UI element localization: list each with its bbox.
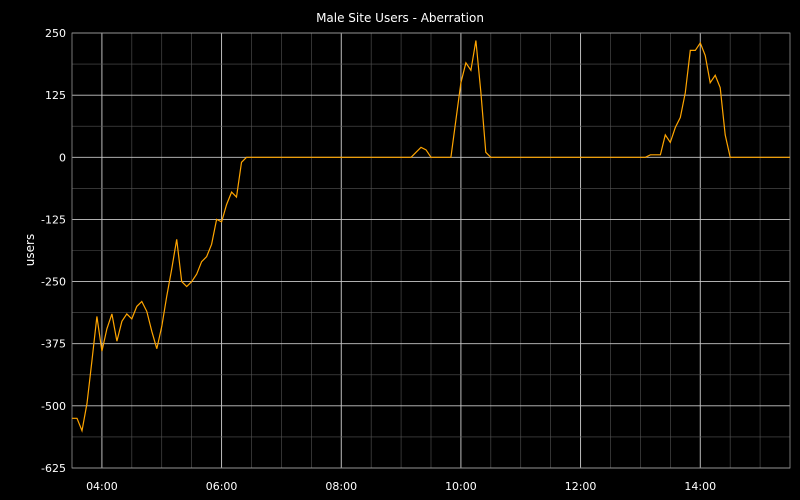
x-tick-label: 06:00 — [206, 480, 238, 493]
y-tick-label: -125 — [41, 213, 66, 226]
x-tick-label: 10:00 — [445, 480, 477, 493]
plot-border — [71, 32, 791, 469]
y-tick-label: -500 — [41, 400, 66, 413]
y-tick-label: -625 — [41, 462, 66, 475]
x-tick-label: 04:00 — [86, 480, 118, 493]
y-tick-label: 250 — [45, 27, 66, 40]
y-axis-label: users — [23, 234, 37, 266]
y-axis-ticks: 250 125 0 -125 -250 -375 -500 -625 — [41, 27, 66, 475]
y-tick-label: 0 — [59, 151, 66, 164]
y-tick-label: 125 — [45, 89, 66, 102]
x-tick-label: 08:00 — [325, 480, 357, 493]
x-axis-ticks: 04:00 06:00 08:00 10:00 12:00 14:00 — [86, 480, 716, 493]
grid-lines — [71, 32, 791, 469]
series-line-male-users — [72, 40, 790, 433]
chart-title: Male Site Users - Aberration — [316, 11, 484, 25]
y-tick-label: -375 — [41, 338, 66, 351]
x-tick-label: 14:00 — [684, 480, 716, 493]
y-tick-label: -250 — [41, 276, 66, 289]
x-tick-label: 12:00 — [565, 480, 597, 493]
